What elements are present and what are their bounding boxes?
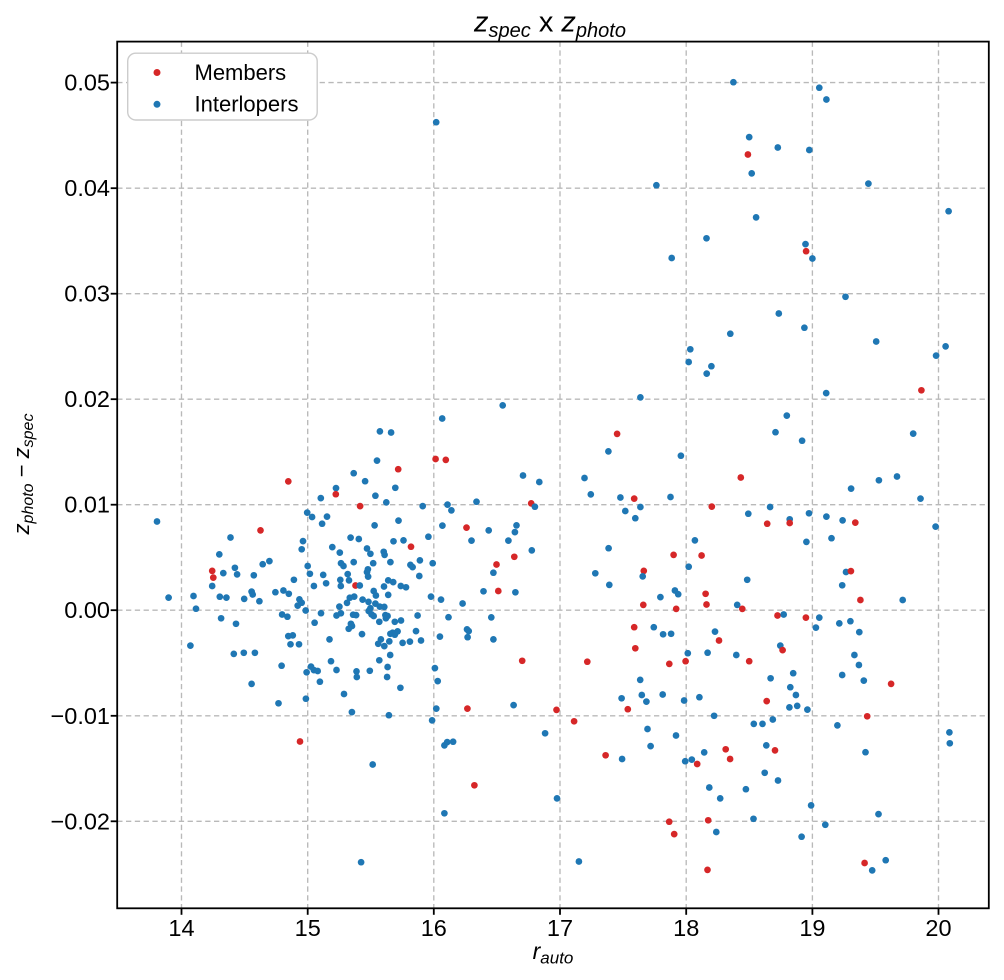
svg-text:14: 14 bbox=[168, 915, 194, 941]
svg-text:15: 15 bbox=[295, 915, 321, 941]
svg-text:0.05: 0.05 bbox=[64, 70, 110, 96]
svg-text:0.04: 0.04 bbox=[64, 175, 110, 201]
svg-text:20: 20 bbox=[925, 915, 951, 941]
svg-text:0.03: 0.03 bbox=[64, 281, 110, 307]
svg-text:Members: Members bbox=[195, 60, 287, 85]
svg-text:−0.01: −0.01 bbox=[51, 703, 110, 729]
svg-text:18: 18 bbox=[673, 915, 699, 941]
svg-text:17: 17 bbox=[547, 915, 573, 941]
svg-text:0.00: 0.00 bbox=[64, 597, 110, 623]
svg-text:−0.02: −0.02 bbox=[51, 808, 110, 834]
svg-text:19: 19 bbox=[799, 915, 825, 941]
svg-text:0.02: 0.02 bbox=[64, 386, 110, 412]
svg-text:Interlopers: Interlopers bbox=[195, 92, 299, 117]
svg-text:16: 16 bbox=[421, 915, 447, 941]
svg-text:0.01: 0.01 bbox=[64, 492, 110, 518]
